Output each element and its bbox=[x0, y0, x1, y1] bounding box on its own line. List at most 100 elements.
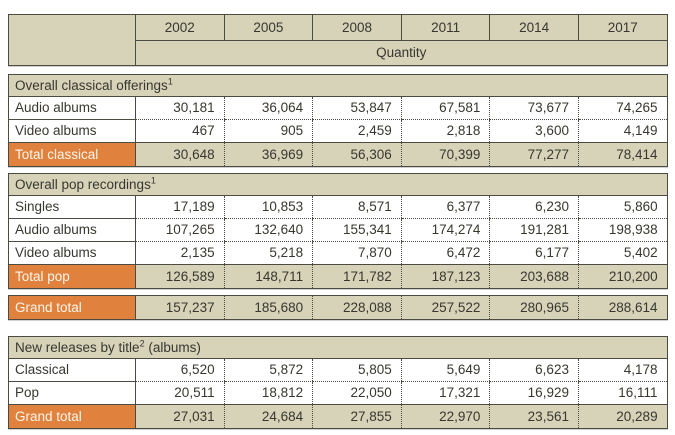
value-cell: 5,805 bbox=[312, 358, 402, 382]
quantity-header: Quantity bbox=[135, 40, 668, 66]
value-cell: 157,237 bbox=[135, 295, 225, 320]
year-header-2002: 2002 bbox=[135, 14, 225, 41]
row-label: Audio albums bbox=[8, 218, 136, 242]
total-row: Total pop 126,589 148,711 171,782 187,123 203… bbox=[8, 264, 668, 289]
row-label: Grand total bbox=[8, 295, 136, 320]
value-cell: 257,522 bbox=[400, 295, 490, 320]
pop-section-table: Overall pop recordings1 Singles 17,189 10,… bbox=[8, 173, 668, 289]
footnote-marker: 1 bbox=[167, 76, 173, 87]
value-cell: 10,853 bbox=[223, 195, 313, 219]
value-cell: 17,321 bbox=[400, 381, 490, 405]
value-cell: 132,640 bbox=[223, 218, 313, 242]
row-label: Singles bbox=[8, 195, 136, 219]
value-cell: 5,649 bbox=[400, 358, 490, 382]
row-label: Classical bbox=[8, 358, 136, 382]
data-row: Classical 6,520 5,872 5,805 5,649 6,623 4,178 bbox=[8, 358, 668, 382]
value-cell: 4,149 bbox=[577, 119, 668, 143]
quantity-row: Quantity bbox=[9, 40, 668, 66]
value-cell: 228,088 bbox=[312, 295, 402, 320]
value-cell: 5,218 bbox=[223, 241, 313, 265]
row-label: Pop bbox=[8, 381, 136, 405]
section-title-row: Overall pop recordings1 bbox=[8, 173, 668, 196]
value-cell: 22,970 bbox=[400, 404, 490, 429]
value-cell: 107,265 bbox=[135, 218, 225, 242]
classical-section-table: Overall classical offerings1 Audio album… bbox=[8, 74, 668, 167]
row-label: Total pop bbox=[8, 264, 136, 289]
value-cell: 905 bbox=[223, 119, 313, 143]
value-cell: 6,520 bbox=[135, 358, 225, 382]
value-cell: 210,200 bbox=[577, 264, 668, 289]
value-cell: 53,847 bbox=[312, 96, 402, 120]
year-header-2014: 2014 bbox=[489, 14, 579, 41]
value-cell: 171,782 bbox=[312, 264, 402, 289]
row-label: Grand total bbox=[8, 404, 136, 429]
value-cell: 3,600 bbox=[489, 119, 579, 143]
value-cell: 280,965 bbox=[489, 295, 579, 320]
value-cell: 30,181 bbox=[135, 96, 225, 120]
value-cell: 5,860 bbox=[577, 195, 668, 219]
value-cell: 8,571 bbox=[312, 195, 402, 219]
value-cell: 467 bbox=[135, 119, 225, 143]
value-cell: 77,277 bbox=[489, 142, 579, 167]
value-cell: 203,688 bbox=[489, 264, 579, 289]
value-cell: 4,178 bbox=[577, 358, 668, 382]
value-cell: 198,938 bbox=[577, 218, 668, 242]
value-cell: 18,812 bbox=[223, 381, 313, 405]
value-cell: 73,677 bbox=[489, 96, 579, 120]
footnote-marker: 2 bbox=[139, 338, 145, 349]
value-cell: 126,589 bbox=[135, 264, 225, 289]
value-cell: 6,377 bbox=[400, 195, 490, 219]
value-cell: 7,870 bbox=[312, 241, 402, 265]
value-cell: 16,111 bbox=[577, 381, 668, 405]
value-cell: 6,623 bbox=[489, 358, 579, 382]
value-cell: 36,064 bbox=[223, 96, 313, 120]
total-row: Grand total 157,237 185,680 228,088 257,522 2… bbox=[8, 295, 668, 320]
value-cell: 2,459 bbox=[312, 119, 402, 143]
value-cell: 174,274 bbox=[400, 218, 490, 242]
new-releases-table: New releases by title2 (albums) Classica… bbox=[8, 336, 668, 429]
value-cell: 5,872 bbox=[223, 358, 313, 382]
data-row: Audio albums 30,181 36,064 53,847 67,581 73,6… bbox=[8, 96, 668, 120]
data-row: Video albums 467 905 2,459 2,818 3,600 4,149 bbox=[8, 119, 668, 143]
value-cell: 23,561 bbox=[489, 404, 579, 429]
value-cell: 6,177 bbox=[489, 241, 579, 265]
section-title-row: New releases by title2 (albums) bbox=[8, 336, 668, 359]
value-cell: 288,614 bbox=[577, 295, 668, 320]
total-row: Total classical 30,648 36,969 56,306 70,399 7… bbox=[8, 142, 668, 167]
value-cell: 74,265 bbox=[577, 96, 668, 120]
value-cell: 20,289 bbox=[577, 404, 668, 429]
value-cell: 22,050 bbox=[312, 381, 402, 405]
year-header-2005: 2005 bbox=[223, 14, 314, 41]
value-cell: 67,581 bbox=[400, 96, 490, 120]
value-cell: 191,281 bbox=[489, 218, 579, 242]
value-cell: 5,402 bbox=[577, 241, 668, 265]
total-row: Grand total 27,031 24,684 27,855 22,970 23,56… bbox=[8, 404, 668, 429]
value-cell: 27,855 bbox=[312, 404, 402, 429]
row-label: Video albums bbox=[8, 241, 136, 265]
footnote-marker: 1 bbox=[150, 175, 156, 186]
column-header-block: 2002 2005 2008 2011 2014 2017 Quantity bbox=[8, 14, 668, 66]
value-cell: 24,684 bbox=[223, 404, 313, 429]
year-header-2008: 2008 bbox=[312, 14, 402, 41]
value-cell: 155,341 bbox=[312, 218, 402, 242]
value-cell: 36,969 bbox=[223, 142, 313, 167]
section-title-text: Overall pop recordings bbox=[15, 176, 151, 192]
corner-cell bbox=[8, 14, 136, 66]
row-label: Audio albums bbox=[8, 96, 136, 120]
value-cell: 17,189 bbox=[135, 195, 225, 219]
value-cell: 70,399 bbox=[400, 142, 490, 167]
value-cell: 187,123 bbox=[400, 264, 490, 289]
section-title-pop: Overall pop recordings1 bbox=[8, 173, 668, 196]
value-cell: 2,135 bbox=[135, 241, 225, 265]
value-cell: 6,472 bbox=[400, 241, 490, 265]
value-cell: 78,414 bbox=[577, 142, 668, 167]
value-cell: 148,711 bbox=[223, 264, 313, 289]
data-row: Video albums 2,135 5,218 7,870 6,472 6,177 5,4… bbox=[8, 241, 668, 265]
year-header-2011: 2011 bbox=[400, 14, 491, 41]
value-cell: 185,680 bbox=[223, 295, 313, 320]
section-title-text: Overall classical offerings bbox=[15, 77, 168, 93]
section-title-classical: Overall classical offerings1 bbox=[8, 74, 668, 97]
years-row: 2002 2005 2008 2011 2014 2017 bbox=[8, 14, 668, 66]
data-row: Singles 17,189 10,853 8,571 6,377 6,230 5,860 bbox=[8, 195, 668, 219]
